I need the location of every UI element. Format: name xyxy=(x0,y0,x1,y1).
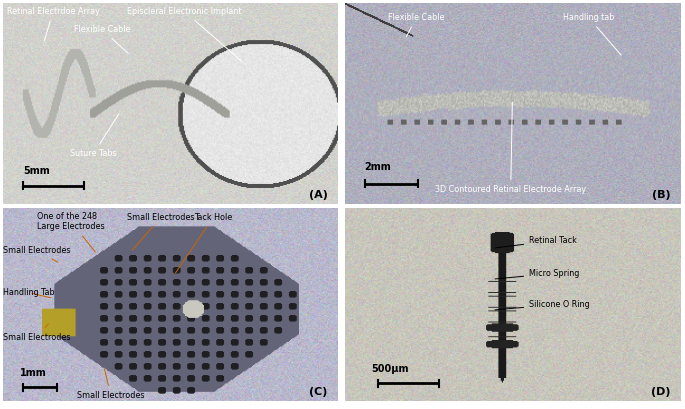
Text: Micro Spring: Micro Spring xyxy=(495,269,580,279)
Text: 5mm: 5mm xyxy=(23,166,50,175)
Text: Small Electrodes: Small Electrodes xyxy=(127,213,195,250)
Text: 500μm: 500μm xyxy=(371,364,409,374)
Text: Small Electrodes: Small Electrodes xyxy=(77,369,145,400)
Text: Suture Tabs: Suture Tabs xyxy=(71,114,119,158)
Text: (B): (B) xyxy=(651,190,670,200)
Text: 3D Contoured Retinal Electrode Array: 3D Contoured Retinal Electrode Array xyxy=(435,102,586,194)
Text: Small Electrodes: Small Electrodes xyxy=(3,246,71,262)
Text: Silicone O Ring: Silicone O Ring xyxy=(495,300,590,310)
Text: Retinal Electrdoe Array: Retinal Electrdoe Array xyxy=(7,7,99,40)
Text: Flexible Cable: Flexible Cable xyxy=(73,25,130,54)
Text: Small Electrodes: Small Electrodes xyxy=(3,324,71,342)
Text: Tack Hole: Tack Hole xyxy=(175,213,232,273)
Text: (D): (D) xyxy=(651,387,670,397)
Text: 1mm: 1mm xyxy=(20,368,47,378)
Text: Handling Tab: Handling Tab xyxy=(3,288,55,298)
Text: 2mm: 2mm xyxy=(364,162,391,172)
Text: Episcleral Electronic Implant: Episcleral Electronic Implant xyxy=(127,7,242,62)
Text: (C): (C) xyxy=(310,387,327,397)
Text: (A): (A) xyxy=(309,190,327,200)
Text: One of the 248
Large Electrodes: One of the 248 Large Electrodes xyxy=(37,211,105,252)
Text: Handling tab: Handling tab xyxy=(563,13,621,55)
Text: Flexible Cable: Flexible Cable xyxy=(388,13,445,37)
Text: Retinal Tack: Retinal Tack xyxy=(495,236,577,248)
